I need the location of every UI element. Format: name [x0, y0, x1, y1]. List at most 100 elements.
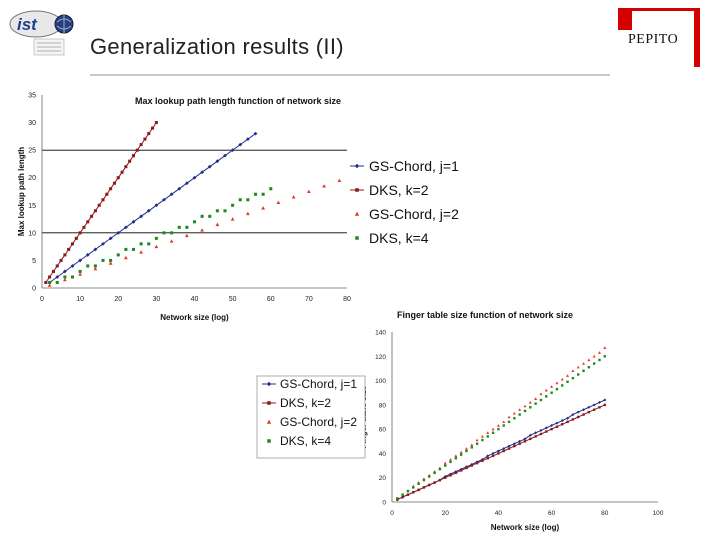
data-point: [592, 403, 596, 407]
data-point: [417, 488, 420, 492]
y-tick-label: 100: [375, 378, 386, 385]
x-tick-label: 0: [40, 296, 44, 303]
data-point: [269, 187, 273, 191]
data-point: [459, 453, 463, 456]
legend-label: DKS, k=2: [369, 182, 429, 198]
data-point: [177, 225, 181, 229]
data-point: [454, 454, 458, 458]
data-point: [597, 351, 601, 354]
data-point: [253, 192, 258, 196]
data-point: [82, 225, 86, 229]
data-point: [465, 466, 468, 470]
slide-title: Generalization results (II): [90, 34, 344, 59]
y-axis-label: Max lookup path length: [17, 147, 26, 236]
data-point: [208, 214, 212, 218]
data-point: [215, 222, 220, 227]
data-point: [47, 283, 52, 287]
data-point: [135, 148, 139, 152]
data-point: [85, 253, 90, 257]
data-point: [571, 376, 575, 380]
data-point: [507, 420, 511, 424]
y-tick-label: 20: [379, 475, 387, 482]
x-tick-label: 80: [601, 510, 609, 517]
data-point: [143, 137, 147, 141]
legend-marker: [267, 401, 271, 405]
data-point: [412, 486, 415, 489]
data-point: [123, 255, 128, 260]
data-point: [177, 186, 182, 191]
data-point: [592, 362, 596, 365]
data-point: [512, 411, 516, 415]
data-point: [396, 497, 399, 500]
data-point: [513, 444, 516, 448]
data-point: [449, 458, 453, 461]
data-point: [486, 454, 490, 458]
data-point: [582, 362, 586, 365]
series-line: [397, 404, 606, 501]
y-tick-label: 30: [28, 120, 36, 127]
x-tick-label: 70: [305, 296, 313, 303]
legend-label: GS-Chord, j=2: [369, 206, 459, 222]
data-point: [571, 413, 575, 417]
data-point: [207, 164, 212, 169]
legend-marker: [354, 163, 360, 169]
data-point: [70, 264, 75, 268]
data-point: [154, 203, 159, 208]
data-point: [480, 434, 484, 438]
data-point: [124, 247, 128, 251]
data-point: [101, 198, 105, 202]
data-point: [592, 354, 596, 358]
data-point: [560, 377, 564, 381]
data-point: [422, 486, 426, 489]
data-point: [139, 242, 143, 246]
data-point: [571, 418, 575, 421]
data-point: [238, 142, 243, 147]
data-point: [523, 404, 527, 408]
data-point: [475, 442, 479, 445]
data-point: [44, 280, 48, 285]
data-point: [582, 413, 585, 416]
data-point: [577, 415, 580, 419]
data-point: [230, 217, 235, 221]
data-point: [74, 236, 78, 240]
y-tick-label: 80: [379, 402, 387, 409]
legend-marker: [267, 439, 271, 443]
legend-label: DKS, k=2: [280, 396, 331, 410]
legend-marker: [266, 381, 272, 387]
data-point: [518, 413, 521, 416]
data-point: [162, 231, 166, 235]
data-point: [238, 198, 242, 202]
data-point: [523, 440, 527, 443]
data-point: [422, 478, 426, 482]
data-point: [55, 280, 59, 285]
data-point: [587, 366, 591, 369]
data-point: [566, 380, 569, 383]
data-point: [555, 387, 559, 391]
data-point: [306, 189, 311, 194]
data-point: [598, 406, 601, 409]
data-point: [337, 178, 342, 182]
legend-label: GS-Chord, j=2: [280, 415, 357, 429]
x-tick-label: 20: [442, 510, 450, 517]
data-point: [507, 444, 511, 448]
brand-label: PEPITO: [628, 32, 679, 47]
data-point: [560, 419, 564, 423]
data-point: [412, 491, 415, 494]
data-point: [470, 446, 473, 449]
x-tick-label: 80: [343, 296, 351, 303]
data-point: [449, 474, 452, 477]
data-point: [518, 442, 521, 445]
data-point: [93, 247, 98, 252]
data-point: [545, 430, 548, 433]
data-point: [475, 461, 479, 465]
x-tick-label: 10: [76, 296, 84, 303]
data-point: [169, 239, 174, 243]
data-point: [170, 231, 174, 235]
series-line: [49, 133, 256, 283]
data-point: [101, 241, 105, 246]
x-tick-label: 0: [390, 510, 394, 517]
data-point: [154, 244, 159, 249]
data-point: [428, 483, 431, 487]
data-point: [491, 427, 495, 431]
data-point: [131, 154, 136, 158]
